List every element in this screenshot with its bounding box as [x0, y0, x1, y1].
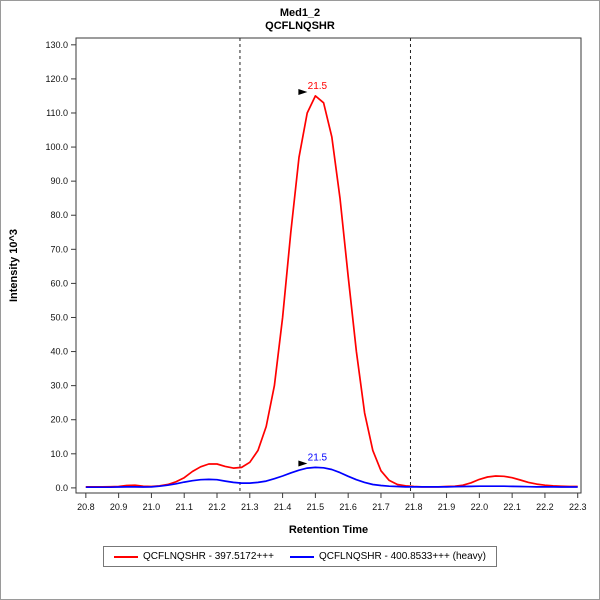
series-line [85, 466, 578, 489]
x-tick-label: 22.3 [569, 502, 587, 512]
y-tick-label: 40.0 [50, 347, 68, 357]
y-tick-label: 30.0 [50, 381, 68, 391]
y-tick-label: 80.0 [50, 210, 68, 220]
y-tick-label: 60.0 [50, 278, 68, 288]
x-tick-label: 22.0 [471, 502, 489, 512]
x-tick-label: 20.8 [77, 502, 95, 512]
x-axis-label: Retention Time [289, 524, 368, 536]
x-tick-label: 21.5 [307, 502, 325, 512]
y-axis-label: Intensity 10^3 [8, 229, 20, 302]
y-tick-label: 50.0 [50, 312, 68, 322]
chart-title: Med1_2 [279, 7, 321, 19]
x-tick-label: 21.0 [143, 502, 161, 512]
legend-label-light: QCFLNQSHR - 397.5172+++ [143, 551, 274, 562]
x-tick-label: 21.9 [438, 502, 456, 512]
legend-area: QCFLNQSHR - 397.5172+++ QCFLNQSHR - 400.… [1, 546, 599, 567]
y-tick-label: 110.0 [46, 108, 68, 118]
y-tick-label: 130.0 [45, 40, 68, 50]
peak-label: 21.5 [308, 452, 328, 463]
y-tick-label: 90.0 [50, 176, 68, 186]
y-tick-label: 10.0 [50, 449, 68, 459]
legend-item-light: QCFLNQSHR - 397.5172+++ [114, 551, 274, 562]
x-tick-label: 21.1 [175, 502, 193, 512]
x-tick-label: 22.1 [503, 502, 521, 512]
x-tick-label: 21.6 [339, 502, 357, 512]
y-tick-label: 20.0 [50, 415, 68, 425]
x-tick-label: 21.3 [241, 502, 259, 512]
peak-arrow-icon [298, 88, 308, 95]
x-tick-label: 21.2 [208, 502, 226, 512]
x-tick-label: 21.4 [274, 502, 292, 512]
peak-label: 21.5 [308, 81, 328, 92]
x-tick-label: 21.7 [372, 502, 390, 512]
x-tick-label: 20.9 [110, 502, 128, 512]
x-tick-label: 21.8 [405, 502, 423, 512]
plot-border [75, 37, 582, 494]
chart-header: Med1_2 QCFLNQSHR [1, 1, 599, 33]
legend-line-swatch-heavy [289, 555, 314, 558]
peak-arrow-icon [298, 460, 308, 467]
legend-line-swatch-light [114, 555, 139, 558]
legend: QCFLNQSHR - 397.5172+++ QCFLNQSHR - 400.… [103, 546, 497, 567]
y-tick-label: 70.0 [50, 244, 68, 254]
series-line [85, 95, 578, 488]
y-tick-label: 0.0 [55, 483, 68, 493]
chart-subtitle: QCFLNQSHR [265, 20, 335, 32]
legend-label-heavy: QCFLNQSHR - 400.8533+++ (heavy) [318, 551, 486, 562]
y-tick-label: 120.0 [45, 74, 68, 84]
y-tick-label: 100.0 [45, 142, 68, 152]
chromatogram-plot[interactable]: 0.0 10.0 20.0 30.0 40.0 50.0 60.0 70.0 80.0 90.0 1… [1, 33, 600, 538]
legend-item-heavy: QCFLNQSHR - 400.8533+++ (heavy) [289, 551, 486, 562]
x-tick-label: 22.2 [536, 502, 554, 512]
